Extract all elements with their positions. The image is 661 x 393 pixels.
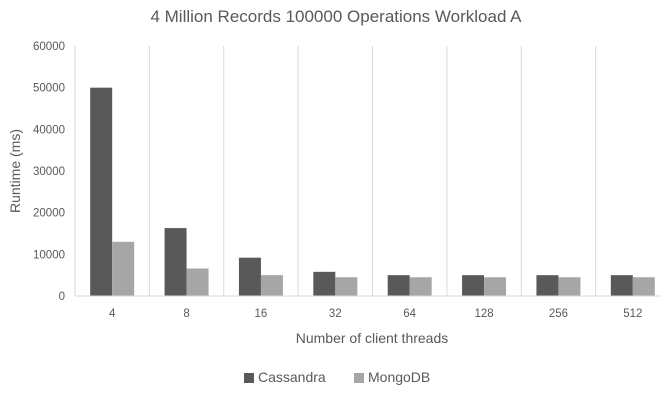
bars-layer	[90, 87, 655, 297]
bar-mongodb-128	[484, 277, 507, 296]
legend: Cassandra MongoDB	[244, 369, 430, 385]
bar-cassandra-64	[387, 275, 410, 296]
bar-cassandra-128	[462, 275, 485, 296]
bar-mongodb-16	[260, 275, 283, 296]
y-tick-label: 10000	[33, 249, 65, 261]
legend-swatch-cassandra	[244, 373, 254, 383]
x-tick-label: 512	[623, 308, 642, 320]
x-tick-label: 4	[109, 308, 116, 320]
bar-cassandra-256	[536, 275, 559, 296]
bar-cassandra-4	[90, 87, 113, 297]
legend-label-mongodb: MongoDB	[368, 369, 430, 385]
x-tick-label: 32	[329, 308, 342, 320]
x-tick-label: 64	[403, 308, 416, 320]
bar-cassandra-32	[313, 271, 336, 296]
y-tick-label: 40000	[33, 124, 65, 136]
y-tick-label: 50000	[33, 83, 65, 95]
legend-swatch-mongodb	[354, 373, 364, 383]
bar-mongodb-64	[409, 277, 432, 296]
bar-mongodb-512	[632, 277, 655, 296]
x-axis-label: Number of client threads	[296, 330, 449, 346]
bar-cassandra-512	[610, 275, 633, 296]
y-tick-label: 30000	[33, 166, 65, 178]
axis-layer: 0 10000 20000 30000 40000 50000 60000 4 8 16 32 64 1…	[33, 41, 661, 320]
bar-mongodb-256	[558, 277, 581, 296]
legend-label-cassandra: Cassandra	[258, 369, 326, 385]
chart-title: 4 Million Records 100000 Operations Work…	[150, 7, 522, 26]
bar-mongodb-32	[335, 277, 358, 296]
bar-mongodb-4	[112, 241, 135, 296]
grid-layer	[74, 46, 597, 296]
x-tick-label: 256	[549, 308, 568, 320]
y-axis-label: Runtime (ms)	[7, 129, 23, 213]
y-tick-label: 20000	[33, 208, 65, 220]
bar-cassandra-8	[164, 228, 187, 296]
x-tick-label: 16	[255, 308, 268, 320]
y-tick-label: 0	[59, 291, 65, 303]
y-tick-label: 60000	[33, 41, 65, 53]
bar-cassandra-16	[238, 257, 261, 296]
x-tick-label: 128	[474, 308, 493, 320]
x-tick-label: 8	[183, 308, 189, 320]
bar-mongodb-8	[186, 268, 209, 296]
